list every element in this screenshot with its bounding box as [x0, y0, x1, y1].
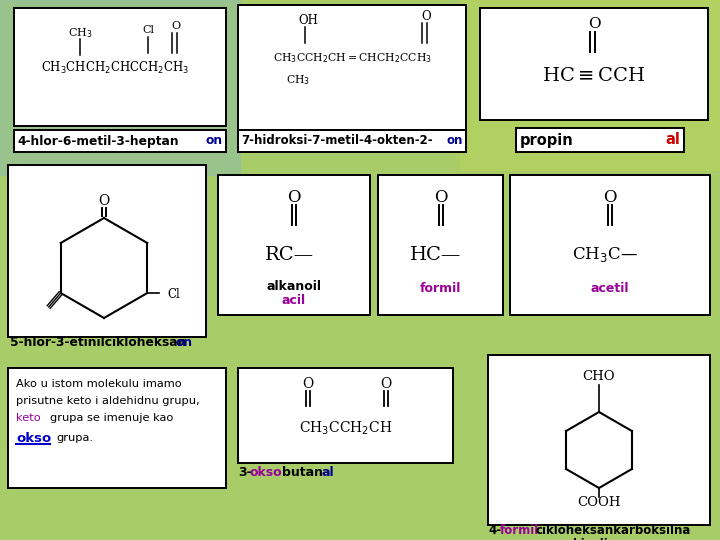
Bar [510, 175, 710, 315]
Text: CH$_3$: CH$_3$ [286, 73, 310, 87]
Text: O: O [99, 194, 109, 208]
Text: Cl: Cl [142, 25, 154, 35]
Text: CH$_3$C—: CH$_3$C— [572, 246, 638, 265]
Text: acil: acil [282, 294, 306, 307]
Bar [8, 165, 206, 337]
Text: on: on [206, 134, 223, 147]
Text: okso: okso [250, 467, 283, 480]
Text: kiselina: kiselina [573, 538, 624, 540]
Text: 4-: 4- [488, 523, 501, 537]
Bar [488, 355, 710, 525]
Text: HC—: HC— [410, 246, 462, 264]
Text: prisutne keto i aldehidnu grupu,: prisutne keto i aldehidnu grupu, [16, 396, 199, 406]
Text: alkanoil: alkanoil [266, 280, 322, 294]
Text: 7-hidroksi-7-metil-4-okten-2-: 7-hidroksi-7-metil-4-okten-2- [241, 134, 433, 147]
Text: COOH: COOH [577, 496, 621, 510]
Text: O: O [421, 10, 431, 23]
Text: OH: OH [298, 14, 318, 26]
Text: HC$\equiv$CCH: HC$\equiv$CCH [542, 67, 646, 85]
Bar [0, 0, 240, 175]
Text: okso: okso [16, 431, 51, 444]
Text: propin: propin [520, 132, 574, 147]
Text: O: O [287, 188, 301, 206]
Text: O: O [171, 21, 181, 31]
Text: O: O [588, 17, 600, 31]
Text: formil: formil [420, 282, 462, 295]
Text: al: al [322, 467, 335, 480]
Bar [218, 175, 370, 315]
Bar [14, 130, 226, 152]
Bar [14, 8, 226, 126]
Text: CH$_3$: CH$_3$ [68, 26, 92, 40]
Text: 3-: 3- [238, 467, 252, 480]
Text: on: on [176, 336, 193, 349]
Bar [8, 368, 226, 488]
Text: O: O [302, 377, 314, 391]
Text: al: al [665, 132, 680, 147]
Text: cikloheksankarboksilna: cikloheksankarboksilna [536, 523, 691, 537]
Text: CH$_3$CHCH$_2$CHCCH$_2$CH$_3$: CH$_3$CHCH$_2$CHCCH$_2$CH$_3$ [41, 60, 189, 76]
Text: on: on [446, 134, 463, 147]
Bar [238, 368, 453, 463]
Bar [238, 130, 466, 152]
Text: O: O [380, 377, 392, 391]
Text: O: O [433, 188, 447, 206]
Text: RC—: RC— [264, 246, 314, 264]
Text: butan: butan [282, 467, 323, 480]
Text: Cl: Cl [167, 287, 180, 300]
Text: 4-hlor-6-metil-3-heptan: 4-hlor-6-metil-3-heptan [17, 134, 179, 147]
Text: CHO: CHO [582, 370, 616, 383]
Text: O: O [603, 188, 617, 206]
Text: grupa.: grupa. [56, 433, 93, 443]
Text: CH$_3$CCH$_2$CH: CH$_3$CCH$_2$CH [300, 419, 392, 437]
Text: 5-hlor-3-etinilcikloheksan: 5-hlor-3-etinilcikloheksan [10, 336, 186, 349]
Text: grupa se imenuje kao: grupa se imenuje kao [50, 413, 174, 423]
Text: Ako u istom molekulu imamo: Ako u istom molekulu imamo [16, 379, 181, 389]
Text: acetil: acetil [590, 282, 629, 295]
Bar [460, 0, 720, 170]
Bar [516, 128, 684, 152]
Bar [378, 175, 503, 315]
Bar [238, 5, 466, 130]
Text: keto: keto [16, 413, 41, 423]
Text: formil: formil [500, 523, 539, 537]
Bar [480, 8, 708, 120]
Text: CH$_3$CCH$_2$CH$=$CHCH$_2$CCH$_3$: CH$_3$CCH$_2$CH$=$CHCH$_2$CCH$_3$ [273, 51, 431, 65]
